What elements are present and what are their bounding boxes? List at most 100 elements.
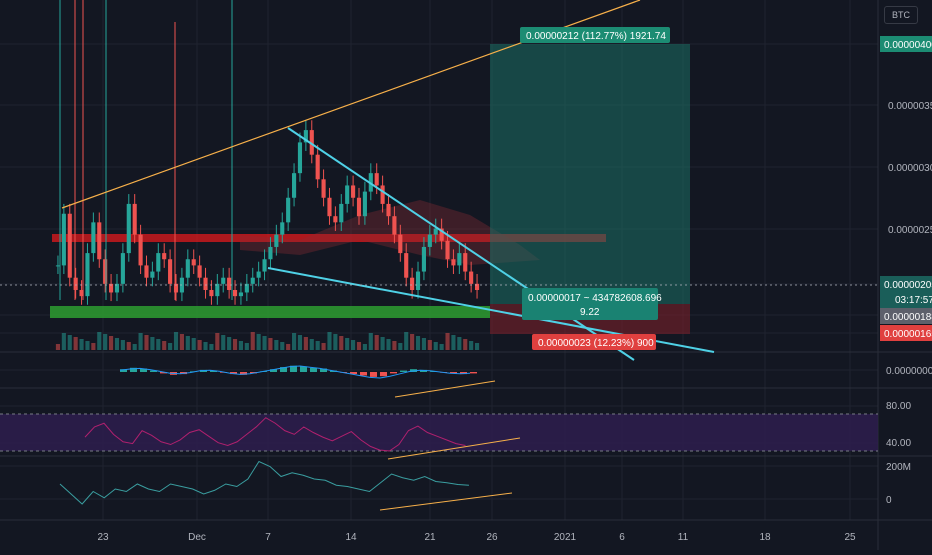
volume-bar (380, 337, 385, 350)
entry-price-tag: 0.00000188 (884, 312, 932, 323)
entry-label-bg (522, 288, 658, 320)
target-price-tag-bg (880, 36, 932, 52)
volume-bar (286, 344, 291, 350)
candle-body (203, 277, 208, 290)
macd-histogram-bar (390, 372, 397, 374)
candle-body (150, 271, 155, 278)
volume-layer (55, 332, 480, 350)
volume-bar (351, 340, 356, 350)
candle-body (451, 259, 456, 266)
volume-bar (185, 336, 190, 350)
wedge-upper-line (287, 127, 635, 361)
time-tick-label: 11 (678, 532, 689, 543)
candle-body (132, 203, 137, 235)
macd-histogram-bar (300, 366, 307, 372)
volume-bar (256, 334, 261, 350)
volume-bar (209, 344, 214, 350)
volume-bar (55, 344, 61, 350)
candle-body (333, 216, 338, 223)
candle-body (268, 246, 273, 260)
candle-body (227, 277, 232, 290)
time-tick-label: 25 (844, 532, 856, 543)
volume-bar (85, 341, 90, 350)
candle-body (232, 290, 238, 297)
obv-tick-label: 0 (886, 495, 892, 506)
volume-bar (327, 332, 332, 350)
macd-histogram-bar (130, 367, 137, 372)
candle-body (374, 173, 379, 186)
candle-body (97, 222, 102, 260)
volume-bar (144, 335, 149, 350)
volume-bar (150, 337, 155, 350)
volume-bar (392, 341, 397, 350)
candle-body (291, 173, 297, 198)
currency-tag[interactable]: BTC (884, 6, 918, 24)
volume-bar (297, 335, 303, 350)
volume-bar (227, 337, 232, 350)
macd-histogram-bar (470, 372, 477, 374)
candle-body (244, 283, 249, 293)
candle-body (415, 271, 421, 290)
volume-bar (433, 342, 438, 350)
candle-body (215, 283, 220, 297)
volume-bar (445, 333, 450, 350)
stop-price-tag-bg (880, 325, 932, 341)
macd-histogram-bar (320, 368, 327, 372)
candle-body (168, 259, 173, 284)
candle-body (362, 191, 367, 217)
volume-bar (309, 339, 314, 350)
candle-body (73, 277, 78, 290)
volume-bar (427, 340, 432, 350)
candle-body (238, 292, 244, 297)
candle-body (474, 283, 480, 290)
time-tick-label: 18 (759, 532, 771, 543)
candle-body (421, 246, 426, 272)
candle-body (457, 253, 462, 266)
macd-histogram-bar (370, 372, 377, 377)
volume-bar (109, 336, 114, 350)
candle-body (91, 222, 96, 254)
volume-bar (126, 342, 131, 350)
time-tick-label: 2021 (554, 532, 577, 543)
volume-bar (368, 333, 373, 350)
time-tick-label: 23 (97, 532, 109, 543)
axis-layer: 0.00000400 0.00000350 0.00000300 0.00000250… (97, 36, 932, 543)
target-label: 0.00000212 (112.77%) 1921.74 (526, 31, 666, 42)
macd-histogram-bar (420, 369, 427, 372)
volume-bar (61, 333, 66, 350)
current-price-tag: 0.00000205 (884, 280, 932, 291)
position-labels-layer: 0.00000212 (112.77%) 1921.74 0.00000017 ~… (520, 27, 670, 350)
obv-pane (59, 460, 513, 511)
time-tick-label: Dec (188, 532, 206, 543)
macd-histogram-bar (120, 369, 127, 372)
candle-body (120, 253, 125, 284)
candle-body (256, 271, 261, 278)
candle-body (351, 185, 356, 198)
rsi-divergence-line (387, 437, 521, 460)
volume-bar (73, 337, 78, 350)
candle-body (67, 213, 72, 278)
volume-bar (179, 334, 184, 350)
volume-bar (404, 332, 409, 350)
volume-bar (339, 336, 344, 350)
macd-histogram-bar (450, 372, 457, 374)
candle-body (439, 228, 444, 241)
candle-body (297, 142, 303, 174)
candle-body (173, 283, 179, 293)
volume-bar (173, 332, 179, 350)
stop-label: 0.00000023 (12.23%) 900 (538, 338, 654, 349)
candle-body (126, 203, 131, 254)
macd-histogram-bar (400, 370, 407, 372)
candle-body (274, 234, 279, 247)
candle-body (315, 154, 320, 180)
macd-line (119, 365, 471, 379)
price-tick-label: 0.00000300 (888, 163, 932, 174)
volume-bar (232, 339, 238, 350)
macd-histogram-bar (380, 372, 387, 377)
macd-histogram-bar (310, 367, 317, 372)
volume-bar (474, 343, 480, 350)
time-tick-label: 21 (424, 532, 436, 543)
countdown-label: 03:17:57 (895, 295, 932, 306)
